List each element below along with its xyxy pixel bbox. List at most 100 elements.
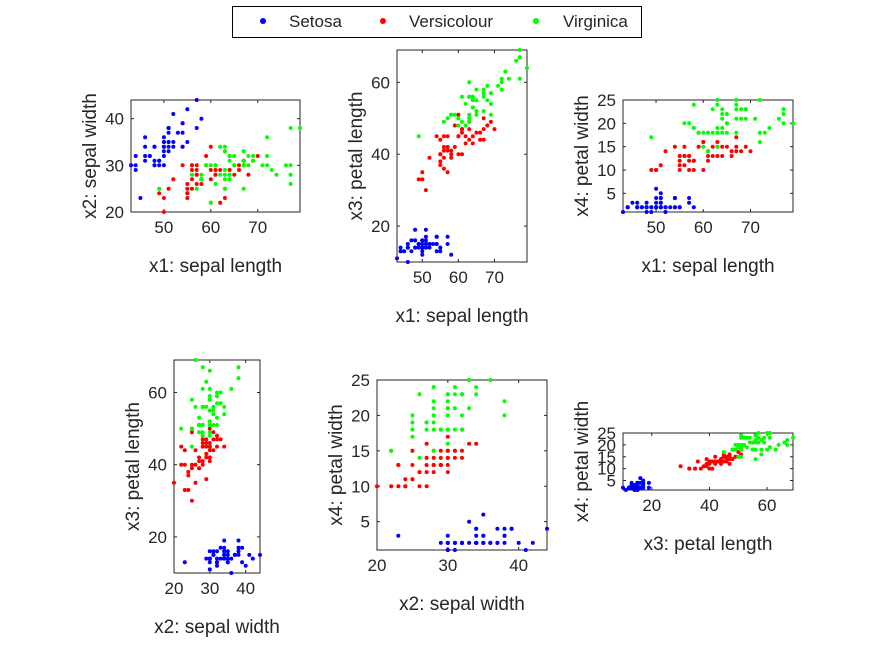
data-point (449, 252, 454, 257)
data-point (204, 437, 209, 442)
y-axis-label: x4: petal width (326, 404, 347, 525)
data-point (734, 98, 739, 102)
data-point (405, 242, 410, 246)
data-point (227, 154, 232, 158)
data-point (710, 130, 715, 135)
data-point (222, 168, 227, 172)
data-point (635, 200, 640, 205)
data-point (420, 238, 425, 243)
data-point (625, 205, 630, 210)
x-tick-label: 50 (154, 218, 173, 237)
data-point (713, 454, 718, 459)
data-point (199, 182, 204, 186)
data-point (481, 91, 486, 96)
data-point (729, 149, 734, 154)
data-point (438, 249, 443, 254)
data-point (635, 205, 640, 210)
data-point (182, 448, 187, 453)
data-point (410, 413, 415, 418)
data-point (460, 127, 464, 132)
legend-marker-versicolour (380, 18, 386, 24)
data-point (222, 552, 227, 557)
data-point (269, 168, 274, 172)
data-point (481, 533, 486, 538)
data-point (375, 484, 379, 489)
x-tick-label: 20 (642, 496, 661, 515)
data-point (251, 158, 256, 163)
data-point (420, 249, 425, 254)
data-point (161, 140, 166, 144)
data-point (240, 560, 245, 565)
data-point (696, 144, 701, 149)
data-point (194, 172, 199, 177)
x-tick-label: 40 (509, 556, 528, 575)
data-point (215, 560, 219, 565)
subplot-5: 20 30 40 5 10 15 20 25 x2: sepal width x4: petal … (326, 371, 549, 615)
x-tick-label: 60 (694, 218, 713, 237)
data-point (474, 112, 479, 117)
x-tick-label: 50 (647, 218, 666, 237)
data-point (236, 549, 241, 554)
data-point (658, 191, 663, 196)
series-setosa (129, 98, 204, 200)
data-point (207, 426, 212, 431)
data-point (734, 107, 739, 112)
data-point (204, 379, 209, 384)
data-point (445, 434, 450, 439)
data-point (180, 144, 185, 149)
x-tick-label: 60 (449, 268, 468, 287)
data-point (719, 461, 723, 466)
data-point (488, 540, 493, 545)
data-point (445, 242, 450, 246)
data-point (200, 386, 205, 391)
data-point (485, 123, 490, 128)
data-point (236, 538, 241, 543)
data-point (166, 186, 171, 191)
data-point (207, 397, 212, 402)
data-point (729, 154, 734, 158)
data-point (452, 392, 457, 397)
data-point (767, 445, 772, 450)
data-point (434, 249, 439, 254)
data-point (449, 112, 454, 117)
data-point (409, 249, 414, 254)
data-point (133, 163, 138, 168)
data-point (445, 399, 450, 404)
data-point (785, 442, 790, 447)
y-tick-label: 40 (148, 456, 167, 475)
data-point (545, 526, 549, 531)
data-point (200, 423, 205, 427)
data-point (695, 459, 700, 464)
data-point (445, 448, 450, 453)
data-point (485, 83, 490, 88)
data-point (495, 540, 500, 545)
data-point (677, 154, 682, 158)
data-point (207, 455, 212, 460)
data-point (190, 163, 194, 168)
data-point (523, 548, 528, 552)
data-point (481, 87, 486, 92)
data-point (260, 163, 265, 168)
data-point (467, 127, 472, 132)
data-point (405, 245, 410, 250)
series-virginica (389, 378, 507, 460)
data-point (734, 144, 739, 149)
data-point (424, 427, 429, 432)
data-point (194, 163, 199, 168)
data-point (208, 168, 213, 172)
data-point (410, 477, 415, 482)
data-point (781, 121, 786, 126)
x-tick-label: 40 (700, 496, 719, 515)
data-point (445, 145, 450, 149)
data-point (791, 121, 795, 126)
data-point (204, 154, 209, 158)
data-point (623, 488, 628, 492)
data-point (213, 172, 218, 177)
data-point (416, 245, 421, 250)
data-point (207, 408, 212, 413)
data-point (488, 101, 493, 106)
data-point (424, 484, 429, 489)
data-point (237, 168, 241, 172)
data-point (693, 466, 697, 471)
